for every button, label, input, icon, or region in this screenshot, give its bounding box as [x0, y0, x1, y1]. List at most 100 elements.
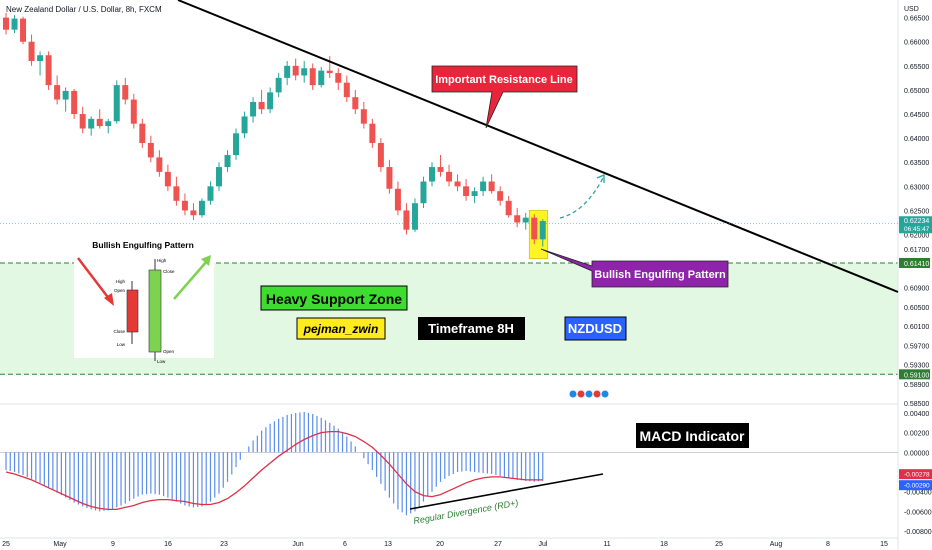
candle-body — [326, 70, 333, 74]
author-label: pejman_zwin — [303, 322, 379, 336]
macd-signal-line — [5, 430, 543, 511]
price-tick-label: 0.58900 — [904, 382, 929, 389]
candle-body — [531, 217, 538, 240]
event-flag-icon — [592, 389, 602, 399]
symbol-label: NZDUSD — [568, 321, 622, 336]
time-tick-label: 11 — [603, 541, 610, 548]
signal-tag-value: -0.00278 — [904, 472, 930, 479]
candle-body — [497, 191, 504, 201]
candle-body — [394, 188, 401, 211]
time-tick-label: Jun — [292, 541, 303, 548]
candle-body — [3, 17, 9, 30]
inset-background — [74, 251, 214, 358]
candle-body — [113, 85, 120, 122]
candle-body — [309, 68, 316, 86]
candle-body — [28, 41, 35, 62]
candle-body — [130, 99, 137, 124]
candle-body — [420, 181, 427, 204]
candle-body — [45, 55, 52, 86]
candle-body — [488, 181, 495, 192]
price-tick-label: 0.60500 — [904, 305, 929, 312]
candle-body — [386, 167, 393, 189]
price-tick-label: 0.66000 — [904, 40, 929, 47]
macd-tick-label: -0.00400 — [904, 490, 932, 497]
candle-body — [539, 221, 546, 240]
candle-body — [437, 167, 444, 172]
engulfing-callout-label: Bullish Engulfing Pattern — [594, 269, 726, 281]
signal-tag-name: Signal — [880, 472, 899, 479]
candle-body — [267, 92, 274, 110]
candle-body — [335, 73, 342, 83]
price-tick-label: 0.64500 — [904, 112, 929, 119]
support-lower-tag-label: 0.59100 — [904, 372, 929, 379]
chart-title: New Zealand Dollar / U.S. Dollar, 8h, FX… — [6, 5, 162, 14]
price-tick-label: 0.63000 — [904, 184, 929, 191]
time-tick-label: 8 — [826, 541, 830, 548]
candle-body — [62, 90, 69, 100]
macd-tick-label: -0.00600 — [904, 509, 932, 516]
macd-tick-label: 0.00400 — [904, 411, 929, 418]
current-price-label: 0.62234 — [904, 218, 929, 225]
author-box — [296, 317, 386, 340]
support-lower-tag — [899, 369, 930, 380]
inset-red-candle — [126, 289, 139, 333]
event-flag-icon — [568, 389, 578, 399]
macd-tag — [899, 480, 932, 491]
resistance-callout — [431, 65, 578, 129]
inset-green-label: High — [157, 258, 167, 263]
inset-red-label: Low — [117, 342, 126, 347]
axes: 0.66500 0.66000 0.65500 0.65000 0.64500 0.640… — [0, 16, 932, 548]
grid-layer — [0, 0, 899, 550]
time-tick-label: May — [53, 541, 67, 548]
price-tick-label: 0.65500 — [904, 64, 929, 71]
candle-body — [411, 203, 418, 230]
divergence-line — [409, 473, 604, 510]
candle-body — [275, 77, 282, 93]
inset-green-label: Close — [163, 269, 175, 274]
candle-body — [318, 70, 325, 86]
inset-title: Bullish Engulfing Pattern — [92, 240, 194, 250]
price-tick-label: 0.62500 — [904, 208, 929, 215]
macd-tag-name: MACD — [880, 483, 899, 490]
timeframe-box — [418, 317, 525, 340]
candle-body — [241, 116, 248, 134]
macd-tick-label: 0.00200 — [904, 431, 929, 438]
candles — [3, 12, 546, 247]
candle-body — [403, 210, 410, 230]
candle-body — [522, 217, 529, 223]
inset-green-label: Open — [163, 349, 175, 354]
time-tick-label: 9 — [111, 541, 115, 548]
candle-body — [190, 210, 197, 216]
candle-body — [429, 167, 435, 182]
event-flag-icon — [600, 389, 610, 399]
candle-body — [139, 123, 146, 143]
candle-body — [11, 18, 18, 30]
macd-label-box — [636, 423, 749, 448]
time-tick-label: 20 — [436, 541, 444, 548]
time-tick-label: 6 — [343, 541, 347, 548]
candle-body — [173, 186, 180, 201]
current-price-tag — [899, 216, 932, 234]
projection-arrowhead — [596, 174, 605, 183]
candle-body — [505, 200, 512, 216]
candle-body — [446, 171, 453, 182]
candle-body — [454, 181, 461, 187]
inset-red-label: High — [116, 279, 126, 284]
candle-body — [216, 167, 222, 187]
candle-body — [233, 133, 240, 156]
candle-body — [147, 142, 154, 158]
price-tick-label: 0.65000 — [904, 88, 929, 95]
candle-body — [250, 101, 257, 117]
inset-green-label: Low — [157, 359, 166, 364]
inset-down-arrowhead — [104, 293, 114, 306]
candle-body — [514, 215, 521, 223]
time-tick-label: 25 — [715, 541, 723, 548]
macd-pane — [0, 411, 898, 516]
candle-body — [20, 18, 27, 42]
time-tick-label: 23 — [220, 541, 228, 548]
price-tick-label: 0.63500 — [904, 160, 929, 167]
candle-body — [301, 68, 308, 76]
support-zone-box — [260, 285, 408, 311]
candle-body — [463, 186, 470, 196]
